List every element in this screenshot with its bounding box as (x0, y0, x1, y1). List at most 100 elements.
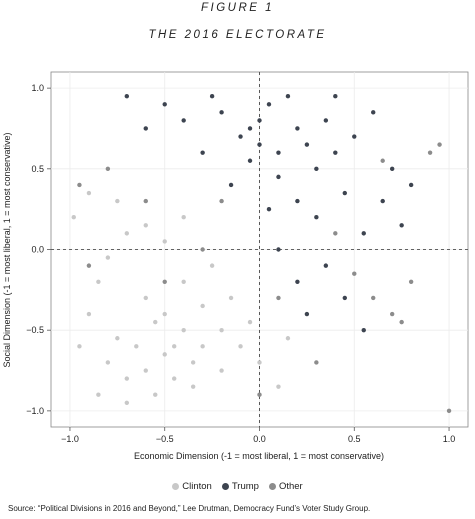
point-clinton (143, 295, 148, 301)
point-trump (143, 126, 148, 131)
legend-item-other: Other (268, 481, 303, 492)
point-trump (408, 182, 414, 188)
point-clinton (77, 344, 82, 349)
point-trump (361, 231, 366, 236)
y-tick-label: −1.0 (26, 406, 44, 416)
figure-number: FIGURE 1 (200, 2, 275, 14)
point-other (399, 319, 404, 325)
point-trump (181, 118, 186, 123)
point-trump (380, 198, 385, 204)
point-clinton (276, 384, 281, 389)
point-clinton (181, 279, 186, 284)
point-trump (333, 94, 338, 99)
point-clinton (124, 376, 130, 381)
point-clinton (143, 368, 148, 373)
point-other (162, 279, 167, 284)
point-clinton (190, 384, 196, 389)
point-trump (295, 198, 300, 204)
point-clinton (285, 336, 291, 341)
point-other (437, 142, 442, 147)
source-note: Source: “Political Divisions in 2016 and… (8, 504, 371, 513)
y-tick-label: 0.5 (31, 164, 44, 174)
point-other (219, 198, 224, 204)
trump-swatch-icon (221, 483, 229, 490)
point-trump (219, 110, 224, 115)
point-trump (323, 118, 329, 123)
point-trump (304, 311, 310, 317)
point-clinton (181, 327, 186, 333)
point-other (333, 231, 338, 236)
point-trump (295, 126, 300, 131)
x-axis-title: Economic Dimension (-1 = most liberal, 1… (134, 451, 384, 461)
point-other (352, 271, 357, 276)
point-other (446, 408, 452, 414)
reference-lines (51, 72, 468, 427)
point-clinton (105, 255, 111, 260)
point-clinton (181, 215, 186, 220)
point-trump (323, 263, 329, 268)
legend-label-clinton: Clinton (182, 481, 212, 492)
point-clinton (172, 376, 177, 381)
point-trump (247, 126, 253, 131)
point-trump (257, 118, 262, 123)
point-clinton (162, 352, 167, 357)
point-other (371, 295, 376, 301)
clinton-swatch-icon (172, 483, 180, 490)
point-clinton (153, 319, 158, 325)
point-trump (257, 142, 262, 147)
x-tick-label: −0.5 (156, 434, 174, 444)
point-clinton (134, 344, 139, 349)
y-tick-label: 0.0 (31, 245, 44, 255)
point-other (86, 263, 92, 268)
legend-item-clinton: Clinton (172, 481, 212, 492)
point-other (257, 392, 262, 397)
point-clinton (115, 198, 120, 204)
point-trump (276, 150, 281, 155)
point-clinton (86, 190, 92, 196)
point-clinton (115, 336, 120, 341)
point-clinton (209, 263, 215, 268)
x-tick-label: 0.0 (253, 434, 266, 444)
point-clinton (172, 344, 177, 349)
point-clinton (96, 392, 101, 397)
point-clinton (96, 279, 101, 284)
y-tick-label: −0.5 (26, 325, 44, 335)
point-clinton (153, 392, 158, 397)
point-trump (285, 94, 291, 99)
x-axis-ticks: −1.0 −0.5 0.0 0.5 1.0 (61, 427, 455, 444)
point-clinton (143, 223, 148, 228)
point-other (427, 150, 433, 155)
point-clinton (71, 215, 76, 220)
point-other (389, 311, 395, 317)
point-other (143, 198, 148, 204)
point-clinton (162, 311, 167, 317)
point-clinton (200, 303, 205, 309)
point-other (276, 295, 281, 301)
point-trump (361, 327, 366, 333)
x-tick-label: 0.5 (348, 434, 361, 444)
grid (51, 72, 468, 427)
x-tick-label: −1.0 (61, 434, 79, 444)
point-trump (238, 134, 243, 139)
y-axis-ticks: −1.0 −0.5 0.0 0.5 1.0 (26, 83, 51, 416)
point-trump (276, 174, 281, 180)
point-clinton (247, 319, 253, 325)
legend-label-trump: Trump (231, 481, 259, 492)
point-clinton (105, 360, 111, 365)
point-trump (276, 247, 281, 252)
point-trump (371, 110, 376, 115)
point-trump (200, 150, 205, 155)
x-tick-label: 1.0 (443, 434, 456, 444)
figure-title: THE 2016 ELECTORATE (148, 29, 327, 41)
point-trump (266, 206, 272, 212)
point-trump (266, 102, 272, 107)
point-clinton (219, 368, 224, 373)
point-clinton (219, 327, 224, 333)
point-trump (247, 158, 253, 163)
point-clinton (257, 360, 262, 365)
point-trump (228, 182, 234, 188)
point-other (77, 182, 82, 188)
data-points (71, 94, 452, 414)
point-trump (162, 102, 167, 107)
